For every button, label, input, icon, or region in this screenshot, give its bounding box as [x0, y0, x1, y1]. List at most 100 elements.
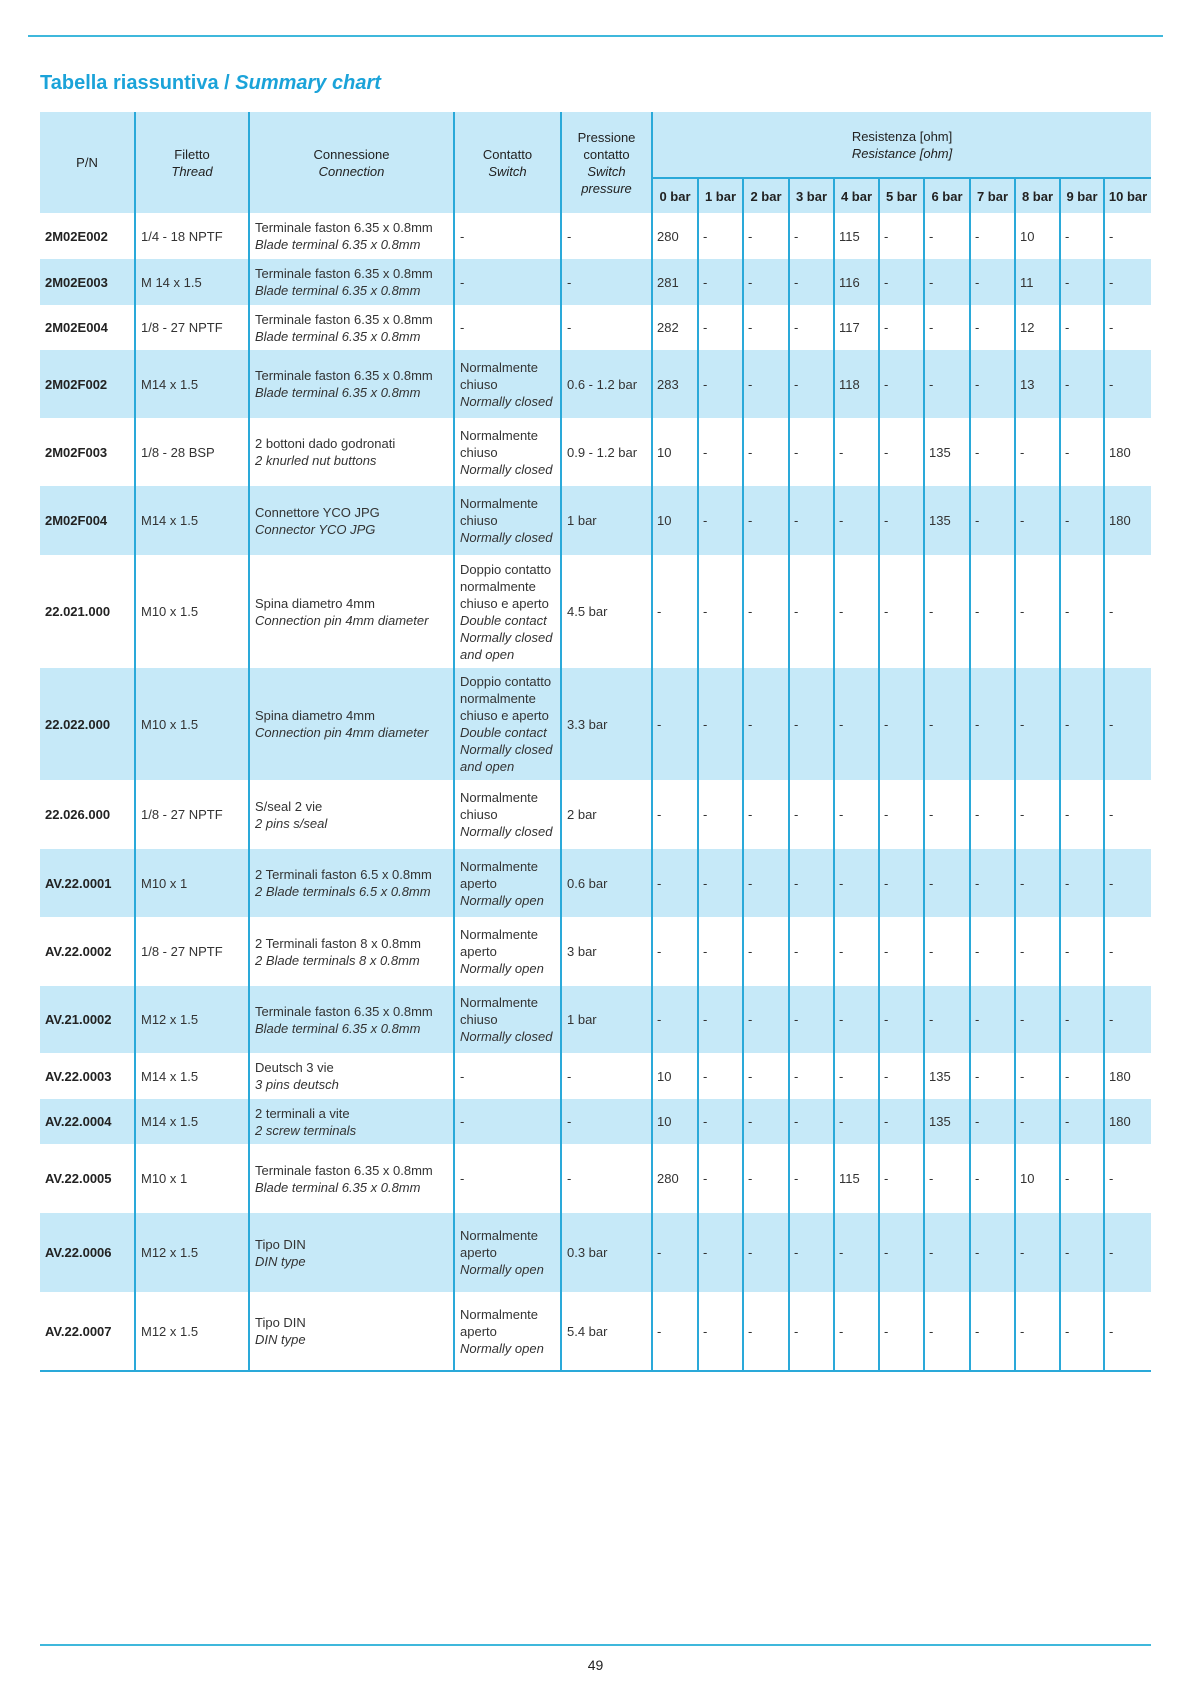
switch-en: Normally open	[460, 1262, 544, 1277]
header-bar: 0 bar	[651, 177, 698, 213]
resistance-value: -	[742, 1144, 789, 1213]
connection: 2 Terminali faston 6.5 x 0.8mm 2 Blade te…	[248, 849, 454, 917]
resistance-value: -	[1014, 418, 1060, 486]
resistance-value: -	[788, 1292, 834, 1372]
resistance-value: -	[878, 555, 924, 668]
switch-pressure: -	[560, 305, 652, 350]
connection-it: Tipo DIN	[255, 1315, 306, 1330]
resistance-value: 10	[651, 1053, 698, 1099]
resistance-value: -	[1014, 668, 1060, 780]
resistance-value: -	[1102, 213, 1152, 259]
resistance-value: -	[1059, 555, 1104, 668]
switch-it: Normalmente chiuso	[460, 359, 539, 392]
resistance-value: -	[1102, 849, 1152, 917]
resistance-value: -	[923, 555, 970, 668]
switch: -	[453, 1144, 561, 1213]
connection-en: DIN type	[255, 1332, 306, 1347]
resistance-value: -	[742, 305, 789, 350]
resistance-value: -	[923, 917, 970, 986]
connection-en: 2 pins s/seal	[255, 815, 328, 831]
resistance-value: -	[878, 986, 924, 1053]
resistance-value: -	[969, 486, 1015, 555]
switch-it: Doppio contatto normalmente chiuso e ape…	[460, 674, 552, 723]
switch: -	[453, 213, 561, 259]
switch: -	[453, 1053, 561, 1099]
connection: Connettore YCO JPG Connector YCO JPG	[248, 486, 454, 555]
connection: Terminale faston 6.35 x 0.8mm Blade termi…	[248, 213, 454, 259]
resistance-value: 135	[923, 1099, 970, 1144]
header-press-en: Switch pressure	[581, 163, 632, 196]
connection: Terminale faston 6.35 x 0.8mm Blade termi…	[248, 305, 454, 350]
header-switch-en: Switch	[488, 163, 527, 179]
resistance-value: -	[878, 780, 924, 849]
switch-pressure: 0.6 bar	[560, 849, 652, 917]
resistance-value: -	[1102, 1292, 1152, 1372]
connection-it: Terminale faston 6.35 x 0.8mm	[255, 1162, 433, 1178]
resistance-value: -	[878, 668, 924, 780]
resistance-value: -	[878, 1292, 924, 1372]
resistance-value: 180	[1102, 1099, 1152, 1144]
table-row: 22.026.000 1/8 - 27 NPTF S/seal 2 vie 2 pin…	[40, 780, 1152, 849]
resistance-value: -	[833, 486, 879, 555]
resistance-value: -	[1059, 486, 1104, 555]
part-number: AV.22.0004	[40, 1099, 135, 1144]
resistance-value: -	[833, 1292, 879, 1372]
thread: M12 x 1.5	[134, 1292, 249, 1372]
connection: Terminale faston 6.35 x 0.8mm Blade termi…	[248, 350, 454, 418]
resistance-value: 135	[923, 1053, 970, 1099]
resistance-value: -	[742, 986, 789, 1053]
header-pn: P/N	[40, 112, 135, 213]
switch: Normalmente chiuso Normally closed	[453, 486, 561, 555]
resistance-value: 283	[651, 350, 698, 418]
switch-pressure: 0.9 - 1.2 bar	[560, 418, 652, 486]
resistance-value: -	[697, 780, 743, 849]
switch-en: Normally closed	[460, 1029, 553, 1044]
resistance-value: -	[969, 555, 1015, 668]
resistance-value: -	[878, 1213, 924, 1292]
switch-en: Normally closed	[460, 393, 553, 409]
header-bar: 5 bar	[878, 177, 924, 213]
header-res-it: Resistenza [ohm]	[851, 128, 953, 144]
switch-it: Normalmente chiuso	[460, 995, 539, 1027]
resistance-value: -	[788, 1099, 834, 1144]
switch-en: Normally closed	[460, 530, 553, 545]
resistance-value: -	[878, 1144, 924, 1213]
table-row: AV.22.0006 M12 x 1.5 Tipo DIN DIN type Norma…	[40, 1213, 1152, 1292]
connection-it: Terminale faston 6.35 x 0.8mm	[255, 220, 433, 235]
thread: M14 x 1.5	[134, 486, 249, 555]
resistance-value: 180	[1102, 486, 1152, 555]
table-row: 2M02F004 M14 x 1.5 Connettore YCO JPG Conne…	[40, 486, 1152, 555]
resistance-value: -	[788, 259, 834, 305]
resistance-value: -	[833, 418, 879, 486]
table-row: 2M02F003 1/8 - 28 BSP 2 bottoni dado godro…	[40, 418, 1152, 486]
resistance-value: -	[1059, 259, 1104, 305]
connection-en: 2 Blade terminals 8 x 0.8mm	[255, 952, 420, 968]
switch-pressure: 4.5 bar	[560, 555, 652, 668]
thread: M 14 x 1.5	[134, 259, 249, 305]
connection-en: 2 Blade terminals 6.5 x 0.8mm	[255, 884, 431, 899]
switch-it: Normalmente chiuso	[460, 496, 539, 528]
connection-it: 2 bottoni dado godronati	[255, 436, 396, 451]
resistance-value: -	[1014, 1213, 1060, 1292]
switch-pressure: 1 bar	[560, 486, 652, 555]
header-switch: Contatto Switch	[453, 112, 561, 213]
connection-it: Terminale faston 6.35 x 0.8mm	[255, 266, 433, 281]
resistance-value: -	[969, 668, 1015, 780]
resistance-value: -	[969, 350, 1015, 418]
connection-en: Connection pin 4mm diameter	[255, 612, 429, 628]
resistance-value: -	[833, 986, 879, 1053]
switch: -	[453, 1099, 561, 1144]
resistance-value: -	[969, 1292, 1015, 1372]
resistance-value: -	[923, 259, 970, 305]
resistance-value: -	[1014, 849, 1060, 917]
part-number: 2M02F003	[45, 444, 108, 460]
switch-it: Normalmente aperto	[460, 1228, 539, 1260]
resistance-value: -	[1102, 1213, 1152, 1292]
resistance-value: -	[697, 486, 743, 555]
switch: Normalmente aperto Normally open	[453, 1213, 561, 1292]
resistance-value: -	[1102, 259, 1152, 305]
resistance-value: -	[1014, 917, 1060, 986]
switch-pressure: 2 bar	[560, 780, 652, 849]
switch-en: Normally open	[460, 1340, 544, 1356]
